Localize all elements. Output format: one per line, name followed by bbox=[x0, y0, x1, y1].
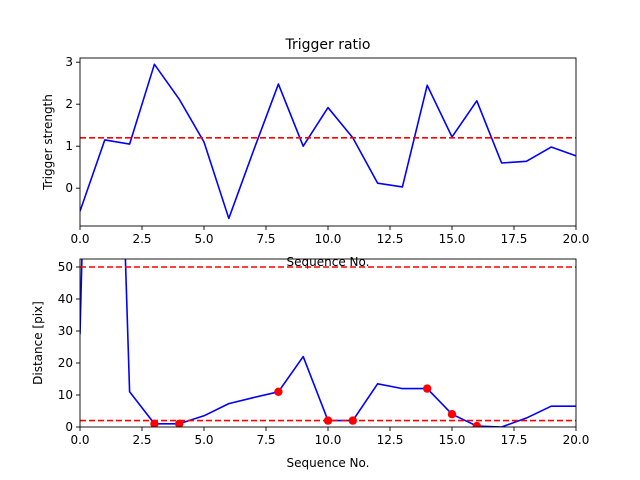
y-tick-label: 10 bbox=[58, 388, 73, 402]
y-tick-label: 50 bbox=[58, 260, 73, 274]
x-tick-label: 0.0 bbox=[70, 232, 89, 246]
plot-content bbox=[80, 63, 576, 220]
trigger-ratio-chart: Trigger ratio 0.0 2.5 5.0 7.5 10.0 12.5 15.0 17… bbox=[41, 37, 589, 269]
y-tick-label: 40 bbox=[58, 292, 73, 306]
x-axis-label: Sequence No. bbox=[287, 456, 370, 470]
data-marker bbox=[447, 410, 457, 419]
x-tick-label: 2.5 bbox=[132, 433, 151, 447]
x-tick-label: 0.0 bbox=[70, 433, 89, 447]
data-marker bbox=[175, 419, 184, 427]
x-tick-label: 15.0 bbox=[439, 232, 466, 246]
data-marker bbox=[423, 384, 432, 393]
data-marker bbox=[348, 416, 357, 425]
x-tick-label: 20.0 bbox=[563, 433, 590, 447]
x-tick-label: 7.5 bbox=[256, 232, 275, 246]
x-tick-label: 10.0 bbox=[315, 232, 342, 246]
x-tick-label: 15.0 bbox=[439, 433, 466, 447]
x-tick-label: 12.5 bbox=[377, 232, 404, 246]
x-tick-label: 12.5 bbox=[377, 433, 404, 447]
y-axis-label: Trigger strength bbox=[41, 94, 55, 191]
plot-content bbox=[80, 259, 576, 427]
y-tick-label: 2 bbox=[65, 97, 73, 111]
x-axis-label: Sequence No. bbox=[287, 255, 370, 269]
data-marker bbox=[472, 421, 481, 427]
x-tick-label: 20.0 bbox=[563, 232, 590, 246]
x-tick-label: 17.5 bbox=[501, 433, 528, 447]
y-tick-label: 0 bbox=[65, 181, 73, 195]
x-tick-label: 5.0 bbox=[194, 433, 213, 447]
plot-area: 0.0 2.5 5.0 7.5 10.0 12.5 15.0 17.5 20.0 0 10 20 30 4… bbox=[58, 258, 590, 447]
y-tick-label: 30 bbox=[58, 324, 73, 338]
plot-area: 0.0 2.5 5.0 7.5 10.0 12.5 15.0 17.5 20.0 0 1 2 3 bbox=[65, 55, 589, 246]
x-tick-label: 10.0 bbox=[315, 433, 342, 447]
y-tick-label: 0 bbox=[65, 420, 73, 434]
series-line bbox=[80, 63, 576, 220]
x-tick-label: 2.5 bbox=[132, 232, 151, 246]
x-tick-label: 7.5 bbox=[256, 433, 275, 447]
distance-chart: 0.0 2.5 5.0 7.5 10.0 12.5 15.0 17.5 20.0 0 10 20 30 4… bbox=[31, 258, 590, 470]
series-line bbox=[80, 259, 576, 427]
chart-title: Trigger ratio bbox=[284, 37, 370, 53]
y-tick-label: 3 bbox=[65, 55, 73, 69]
x-tick-label: 17.5 bbox=[501, 232, 528, 246]
x-tick-label: 5.0 bbox=[194, 232, 213, 246]
data-marker bbox=[150, 419, 159, 427]
y-tick-label: 20 bbox=[58, 356, 73, 370]
data-marker bbox=[323, 416, 333, 425]
y-axis-label: Distance [pix] bbox=[31, 301, 45, 385]
data-marker bbox=[274, 387, 283, 396]
y-tick-label: 1 bbox=[65, 139, 73, 153]
